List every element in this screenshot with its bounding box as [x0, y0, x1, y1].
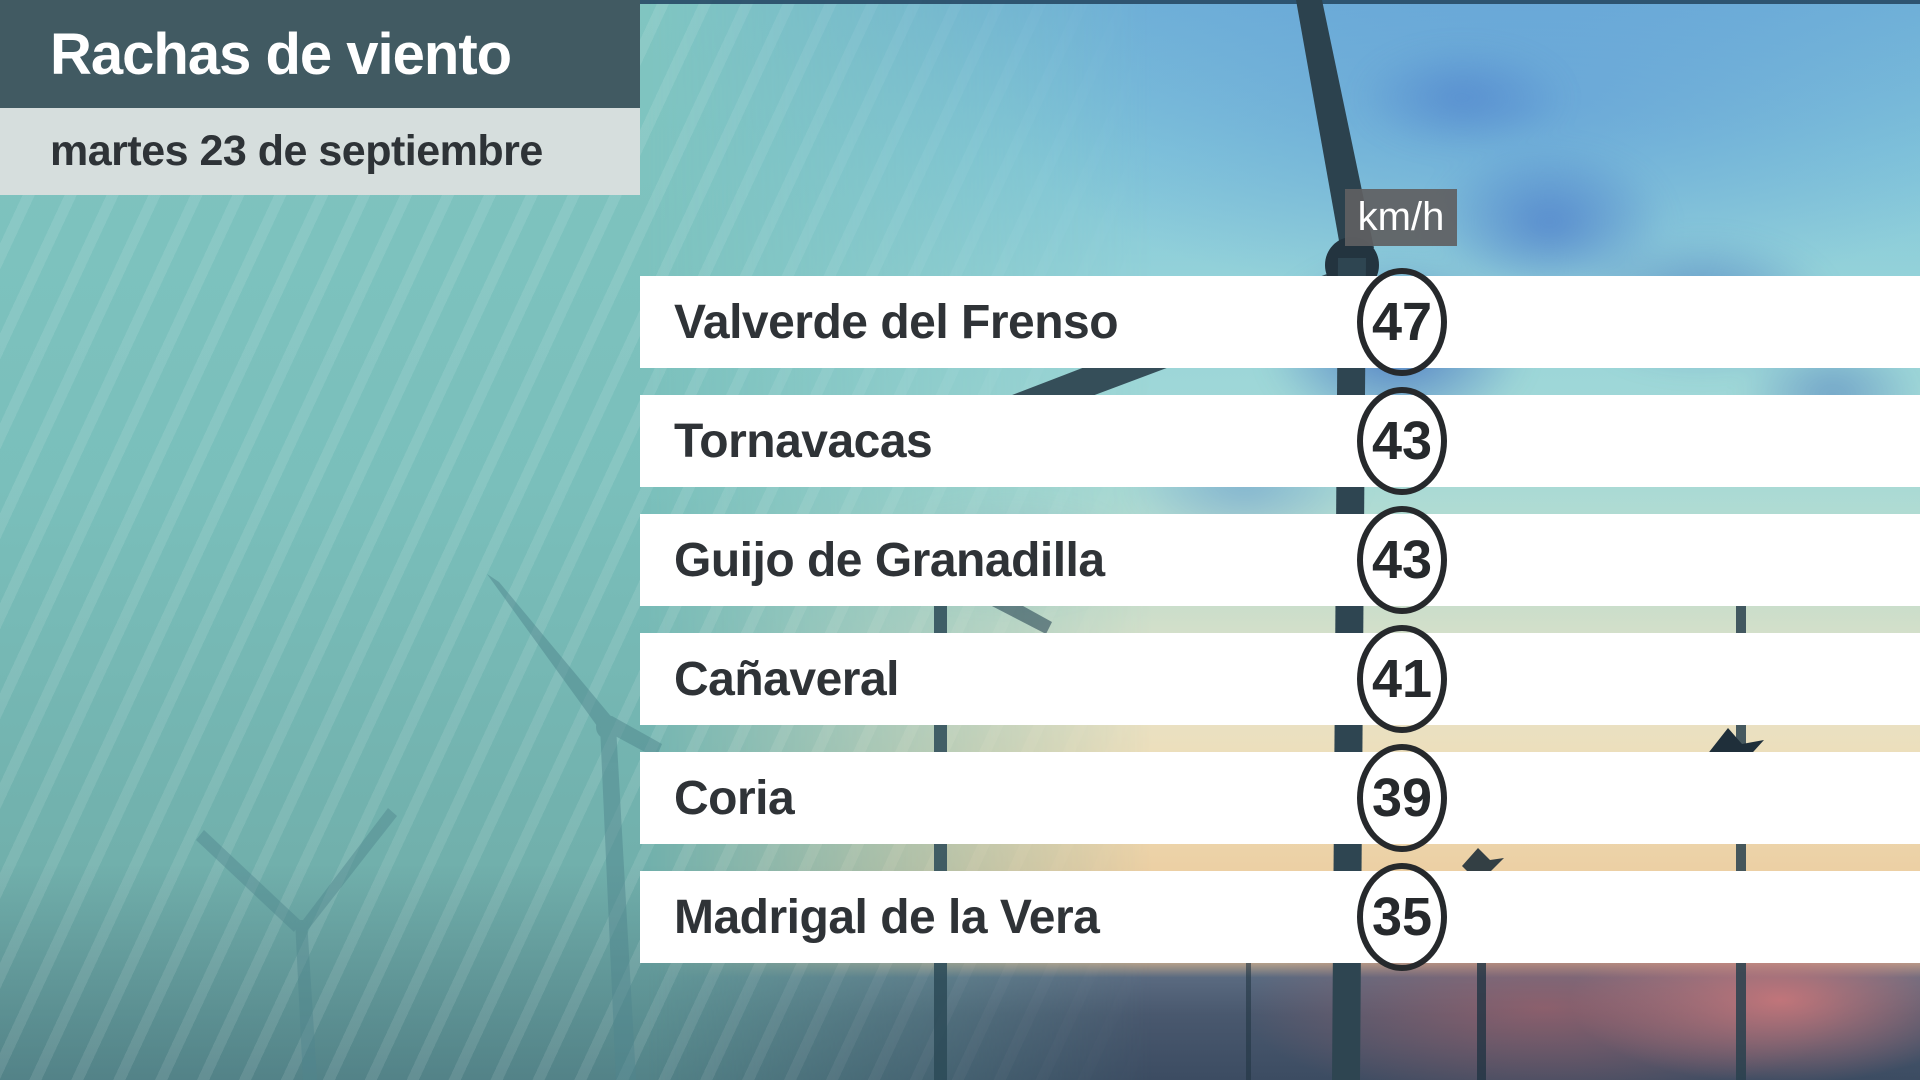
location-label: Tornavacas	[674, 414, 933, 468]
value-circle: 43	[1357, 506, 1447, 614]
date-label: martes 23 de septiembre	[50, 127, 543, 175]
location-label: Cañaveral	[674, 652, 899, 706]
value-circle: 43	[1357, 387, 1447, 495]
wind-gust-table: Valverde del Frenso 47 Tornavacas 43 Gui…	[640, 268, 1920, 990]
value-circle: 47	[1357, 268, 1447, 376]
turbine-pole	[1477, 925, 1486, 1080]
table-row: Valverde del Frenso 47	[640, 268, 1920, 376]
unit-badge: km/h	[1345, 189, 1457, 246]
page-title: Rachas de viento	[50, 21, 512, 87]
location-label: Madrigal de la Vera	[674, 890, 1100, 944]
location-label: Coria	[674, 771, 795, 825]
bird-icon	[1462, 848, 1504, 876]
title-bar: Rachas de viento	[0, 0, 640, 108]
date-bar: martes 23 de septiembre	[0, 108, 640, 195]
value-circle: 39	[1357, 744, 1447, 852]
value-circle: 41	[1357, 625, 1447, 733]
location-label: Valverde del Frenso	[674, 295, 1119, 349]
horizon-top-line	[640, 0, 1920, 4]
table-row: Tornavacas 43	[640, 387, 1920, 495]
faint-turbine-silhouette	[487, 574, 662, 1080]
table-row: Madrigal de la Vera 35	[640, 863, 1920, 971]
turbine-pole	[1246, 945, 1251, 1080]
table-row: Cañaveral 41	[640, 625, 1920, 733]
table-row: Coria 39	[640, 744, 1920, 852]
location-label: Guijo de Granadilla	[674, 533, 1105, 587]
faint-turbine-silhouette	[196, 808, 397, 1080]
value-circle: 35	[1357, 863, 1447, 971]
table-row: Guijo de Granadilla 43	[640, 506, 1920, 614]
